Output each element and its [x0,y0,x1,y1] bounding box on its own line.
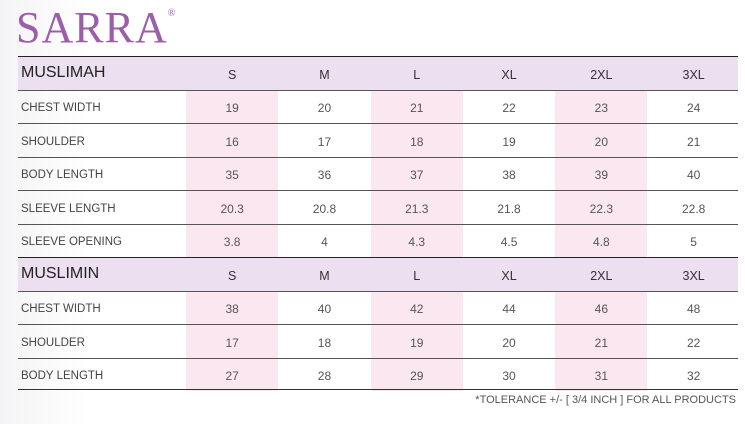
value: 36 [317,168,332,183]
value: 3.8 [223,235,241,250]
value: 21 [686,134,701,149]
size-header: 3XL [682,67,705,82]
value: 37 [410,168,424,183]
value: 29 [410,369,424,384]
value: 40 [686,168,701,183]
value: 17 [317,134,332,149]
value: 27 [225,369,239,384]
rule [18,389,738,390]
size-header: XL [501,67,517,82]
value: 21.8 [497,201,521,216]
table-title: MUSLIMAH [21,63,106,81]
size-header: 3XL [682,268,705,283]
row-label: CHEST WIDTH [21,303,101,316]
size-header: M [319,268,330,283]
value: 20.3 [220,201,244,216]
rule [18,290,738,292]
rule [18,56,738,57]
value: 20 [502,335,516,350]
size-header: L [413,67,421,82]
rule [18,223,738,225]
value: 17 [225,335,239,350]
row-label: SLEEVE OPENING [21,236,122,249]
value: 22.8 [681,201,706,216]
value: 20 [317,101,332,116]
value: 46 [594,302,609,317]
value: 48 [686,302,701,317]
value: 30 [502,369,516,384]
value: 18 [410,134,424,149]
logo-mark: ® [167,8,177,19]
size-header: S [227,67,237,82]
value: 39 [594,168,609,183]
value: 20 [594,134,609,149]
row-label: CHEST WIDTH [21,102,101,115]
row-label: BODY LENGTH [21,370,104,383]
value: 4 [321,235,328,250]
value: 24 [686,101,701,116]
footnote: *TOLERANCE +/- [ 3/4 INCH ] FOR ALL PROD… [475,394,736,406]
value: 21 [594,335,609,350]
value: 23 [594,101,609,116]
size-header: M [319,67,330,82]
value: 5 [690,235,697,250]
value: 28 [317,369,332,384]
size-header: 2XL [590,67,613,82]
value: 4.3 [408,235,426,250]
value: 44 [502,302,516,317]
logo-text: SARRA [16,3,168,52]
size-header: S [227,268,237,283]
value: 22.3 [589,201,614,216]
rule [18,257,738,258]
value: 42 [410,302,424,317]
size-header: XL [501,268,517,283]
value: 16 [225,134,239,149]
value: 32 [686,369,701,384]
row-label: SHOULDER [21,135,85,148]
size-header: L [413,268,421,283]
value: 38 [502,168,516,183]
value: 18 [317,335,332,350]
rule [18,123,738,124]
row-label: SHOULDER [21,336,85,349]
value: 20.8 [312,201,337,216]
rule [18,357,738,359]
rule [18,324,738,325]
rule [18,89,738,91]
value: 40 [317,302,332,317]
rule [18,156,738,158]
value: 4.8 [592,235,610,250]
value: 19 [502,134,516,149]
value: 19 [225,101,239,116]
value: 22 [502,101,516,116]
value: 19 [410,335,424,350]
header-band [18,257,738,291]
header-band [18,56,738,90]
value: 21.3 [405,201,429,216]
row-label: BODY LENGTH [21,169,104,182]
value: 4.5 [500,235,518,250]
value: 38 [225,302,239,317]
logo: SARRA® [16,2,176,53]
table-title: MUSLIMIN [21,264,100,282]
value: 22 [686,335,701,350]
value: 21 [410,101,424,116]
value: 31 [594,369,609,384]
rule [18,190,738,191]
row-label: SLEEVE LENGTH [21,202,116,215]
value: 35 [225,168,239,183]
size-header: 2XL [590,268,613,283]
